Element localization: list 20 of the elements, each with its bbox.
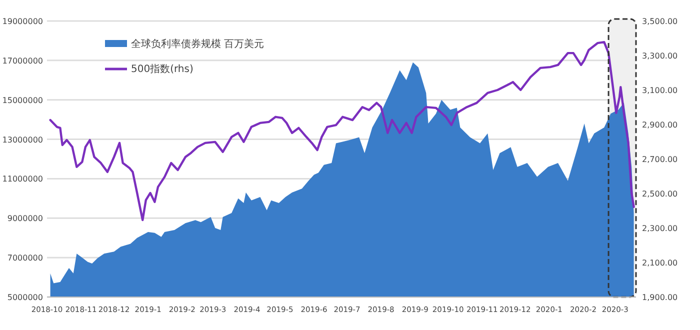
y-tick-label: 7000000 — [7, 254, 43, 263]
y2-tick-label: 3,300.00 — [642, 52, 678, 60]
y2-tick-label: 2,700.00 — [642, 155, 678, 164]
legend-label: 全球负利率债券规模 百万美元 — [131, 38, 264, 50]
line-series — [49, 40, 635, 222]
y-tick-label: 5000000 — [7, 293, 43, 302]
y-tick-label: 19000000 — [2, 17, 43, 26]
y-tick-label: 13000000 — [2, 135, 43, 144]
legend-label: 500指数(rhs) — [131, 63, 194, 75]
y-tick-label: 17000000 — [2, 56, 43, 66]
y-tick-label: 11000000 — [2, 174, 43, 184]
y-tick-label: 9000000 — [7, 214, 43, 224]
y2-tick-label: 2,100.00 — [642, 258, 678, 268]
y2-tick-label: 2,500.00 — [642, 190, 678, 198]
y-tick-label: 15000000 — [2, 96, 43, 105]
y2-tick-label: 3,100.00 — [642, 86, 678, 95]
y2-tick-label: 2,300.00 — [642, 224, 678, 233]
y2-tick-label: 2,900.00 — [642, 120, 678, 130]
y2-tick-label: 3,500.00 — [642, 17, 678, 26]
y2-tick-label: 1,900.00 — [642, 293, 678, 302]
